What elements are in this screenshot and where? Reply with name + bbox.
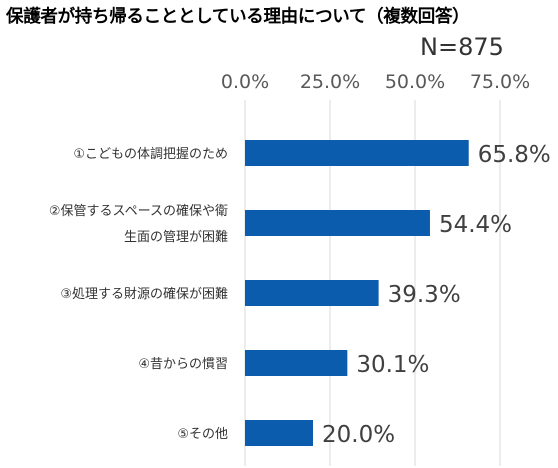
bar (245, 280, 379, 306)
bar (245, 350, 348, 376)
bar-value-label: 54.4% (439, 212, 512, 238)
x-tick-label: 50.0% (385, 71, 445, 93)
bar-value-label: 30.1% (356, 352, 429, 378)
bar-value-label: 20.0% (322, 422, 395, 448)
category-label: ①こどもの体調把握のため (73, 147, 228, 162)
bar-value-label: 65.8% (478, 142, 551, 168)
category-label: 生面の管理が困難 (124, 230, 228, 245)
bar-value-label: 39.3% (388, 282, 461, 308)
sample-size-label: N=875 (420, 33, 504, 61)
x-tick-label: 0.0% (221, 71, 269, 93)
category-label: ⑤その他 (177, 427, 228, 442)
x-tick-label: 25.0% (300, 71, 360, 93)
category-label: ④昔からの慣習 (138, 356, 228, 372)
bar (245, 210, 430, 236)
bar (245, 420, 313, 446)
chart-title: 保護者が持ち帰ることとしている理由について（複数回答） (6, 7, 470, 27)
category-label: ②保管するスペースの確保や衛 (49, 203, 228, 219)
category-label: ③処理する財源の確保が困難 (60, 286, 228, 302)
bar (245, 140, 469, 166)
x-tick-label: 75.0% (470, 71, 530, 93)
